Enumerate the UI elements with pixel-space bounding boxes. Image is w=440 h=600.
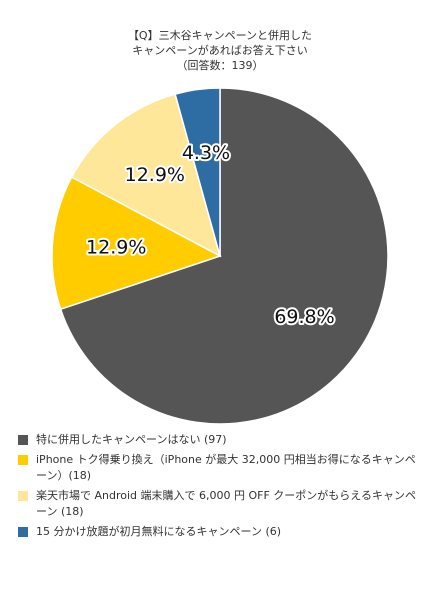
- chart-title-line-1: 【Q】三木谷キャンペーンと併用した: [127, 29, 313, 42]
- legend-swatch-rakuten-ichiba: [18, 491, 28, 501]
- legend-item-iphone: iPhone トク得乗り換え（iPhone が最大 32,000 円相当お得にな…: [18, 452, 423, 484]
- legend-item-call-free: 15 分かけ放題が初月無料になるキャンペーン (6): [18, 524, 423, 540]
- chart-title-line-3: （回答数：139）: [176, 59, 264, 72]
- legend-label-call-free: 15 分かけ放題が初月無料になるキャンペーン (6): [36, 525, 282, 538]
- slice-label-rakuten-ichiba: 12.9%: [125, 164, 185, 186]
- legend-swatch-call-free: [18, 527, 28, 537]
- chart-legend: 特に併用したキャンペーンはない (97) iPhone トク得乗り換え（iPho…: [18, 432, 423, 544]
- slice-none: [59, 87, 389, 425]
- legend-item-none: 特に併用したキャンペーンはない (97): [18, 432, 423, 448]
- slice-label-iphone: 12.9%: [86, 236, 146, 258]
- chart-title-line-2: キャンペーンがあればお答え下さい: [132, 44, 308, 57]
- legend-label-none: 特に併用したキャンペーンはない (97): [36, 433, 227, 446]
- pie-chart: 69.8%12.9%12.9%4.3%: [51, 87, 389, 425]
- legend-swatch-iphone: [18, 455, 28, 465]
- legend-label-rakuten-ichiba: 楽天市場で Android 端末購入で 6,000 円 OFF クーポンがもらえ…: [36, 489, 416, 518]
- slice-rakuten-ichiba: [70, 93, 222, 258]
- legend-item-rakuten-ichiba: 楽天市場で Android 端末購入で 6,000 円 OFF クーポンがもらえ…: [18, 488, 423, 520]
- legend-label-iphone: iPhone トク得乗り換え（iPhone が最大 32,000 円相当お得にな…: [36, 453, 416, 482]
- legend-swatch-none: [18, 435, 28, 445]
- slice-label-none: 69.8%: [274, 306, 334, 328]
- slice-call-free: [174, 87, 221, 257]
- slice-label-call-free: 4.3%: [182, 142, 230, 164]
- slice-iphone: [51, 176, 222, 311]
